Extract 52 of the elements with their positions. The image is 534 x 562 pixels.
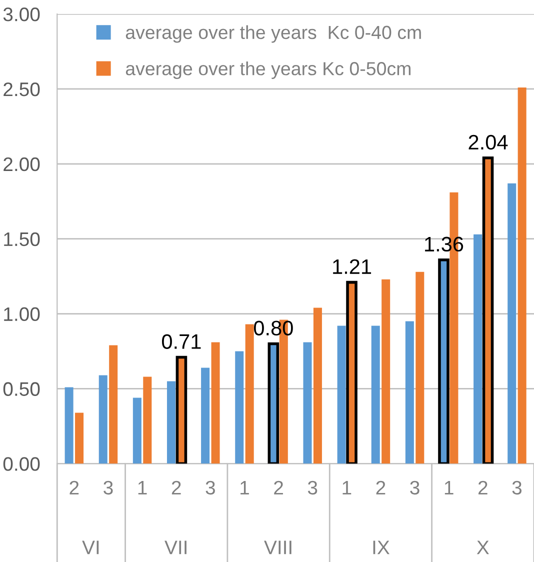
x-tick-label: 1 <box>342 481 352 494</box>
x-tick-label: 3 <box>512 480 522 495</box>
bar <box>337 326 346 464</box>
x-tick-label: 2 <box>70 480 79 494</box>
y-tick-label: 0.00 <box>3 457 40 471</box>
text: VIII <box>264 540 292 554</box>
bar <box>75 412 84 464</box>
x-tick-label: 3 <box>308 480 318 495</box>
y-tick-label: 0.50 <box>3 382 40 396</box>
bar <box>109 345 118 464</box>
bar <box>416 272 424 464</box>
bar <box>371 326 380 464</box>
y-tick-label: 2.50 <box>4 82 40 96</box>
text: X <box>476 540 489 554</box>
bar <box>508 183 516 464</box>
y-tick-label: 3.00 <box>3 8 40 22</box>
y-tick-label: 2.00 <box>4 157 40 172</box>
x-tick-label: 2 <box>478 480 488 494</box>
bar <box>166 381 176 464</box>
bar <box>211 342 220 464</box>
x-tick-label: 1 <box>138 481 147 494</box>
bar <box>405 321 414 464</box>
x-tick-label: 1 <box>444 481 454 494</box>
bar <box>64 387 74 464</box>
x-tick-label: 1 <box>240 481 249 494</box>
data-label: 0.71 <box>162 334 201 349</box>
text: VII <box>164 540 186 554</box>
bar <box>382 279 390 464</box>
y-tick-label: 1.00 <box>4 307 40 322</box>
bar <box>518 87 526 464</box>
bar <box>235 351 244 464</box>
legend-label: average over the years Kc 0-50cm <box>126 62 410 80</box>
x-tick-label: 3 <box>410 480 420 495</box>
y-tick-label: 1.50 <box>4 232 40 246</box>
bar <box>132 398 142 464</box>
data-label: 1.21 <box>333 259 372 274</box>
bar <box>245 324 254 464</box>
bar <box>98 375 108 464</box>
legend-label: average over the years Kc 0-40 cm <box>126 25 421 43</box>
x-tick-label: 2 <box>376 480 386 494</box>
bar <box>474 234 482 464</box>
bar <box>201 368 210 464</box>
bar <box>313 308 322 464</box>
text: IX <box>373 540 390 554</box>
x-tick-label: 2 <box>172 480 181 494</box>
x-tick-label: 3 <box>206 480 215 495</box>
x-tick-label: 3 <box>104 480 113 495</box>
data-label: 2.04 <box>468 134 508 150</box>
bar <box>303 342 312 464</box>
bar <box>143 376 152 464</box>
text: VI <box>82 540 99 554</box>
x-tick-label: 2 <box>274 480 283 494</box>
